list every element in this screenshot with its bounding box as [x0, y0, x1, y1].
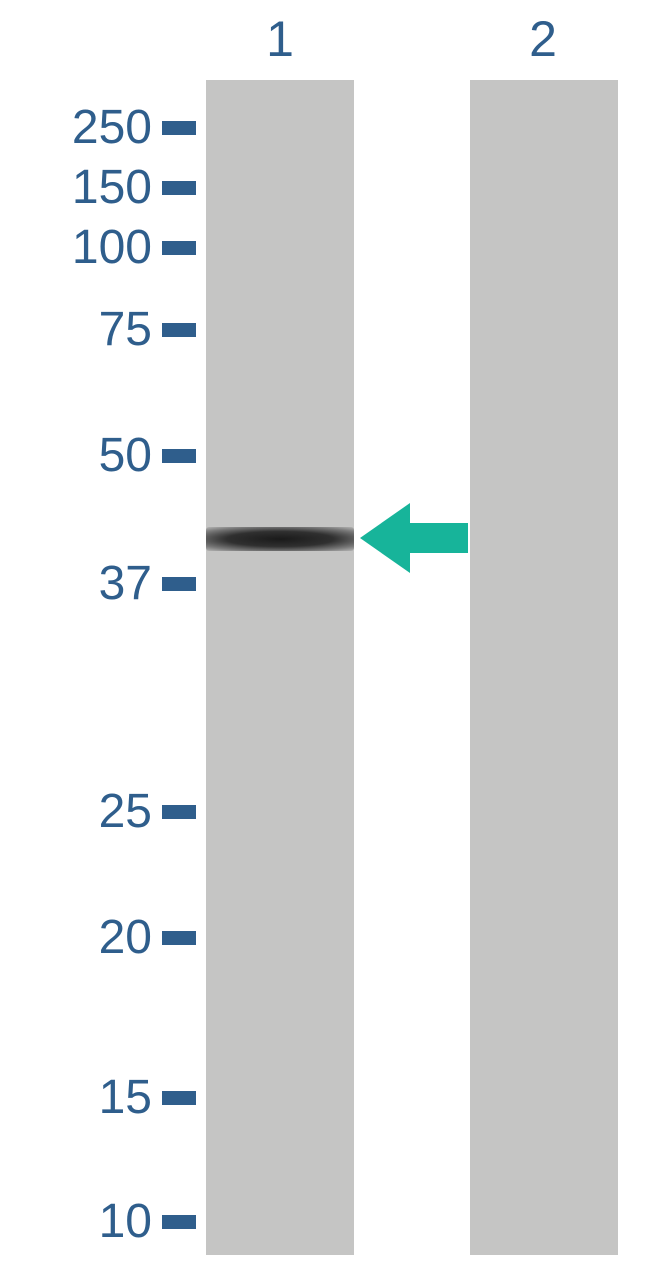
blot-figure: 1 2 250 150 100 75 50 37 25 20 15 10 [0, 0, 650, 1270]
marker-tick [162, 577, 196, 591]
marker-label: 10 [12, 1194, 152, 1249]
marker-label: 20 [12, 910, 152, 965]
marker-label: 37 [12, 556, 152, 611]
indicator-arrow-icon [360, 503, 470, 573]
marker-tick [162, 1215, 196, 1229]
marker-tick [162, 241, 196, 255]
marker-tick [162, 931, 196, 945]
marker-tick [162, 181, 196, 195]
marker-label: 25 [12, 784, 152, 839]
marker-label: 75 [12, 302, 152, 357]
marker-label: 100 [12, 220, 152, 275]
marker-tick [162, 121, 196, 135]
blot-band [206, 527, 354, 551]
marker-label: 150 [12, 160, 152, 215]
marker-label: 50 [12, 428, 152, 483]
marker-tick [162, 1091, 196, 1105]
lane-1 [206, 80, 354, 1255]
lane-header-2: 2 [518, 10, 568, 68]
marker-tick [162, 323, 196, 337]
lane-2 [470, 80, 618, 1255]
lane-header-1: 1 [255, 10, 305, 68]
marker-label: 15 [12, 1070, 152, 1125]
marker-tick [162, 805, 196, 819]
marker-label: 250 [12, 100, 152, 155]
marker-tick [162, 449, 196, 463]
